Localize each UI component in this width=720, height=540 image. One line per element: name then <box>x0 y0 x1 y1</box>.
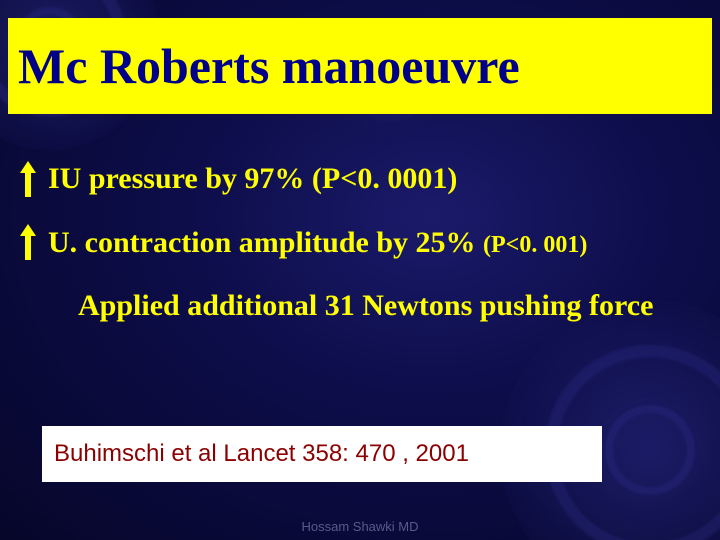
bullet-main: U. contraction amplitude by 25% <box>48 226 483 259</box>
bullet-item: U. contraction amplitude by 25% (P<0. 00… <box>18 224 708 262</box>
bullet-text: IU pressure by 97% (P<0. 0001) <box>48 160 457 198</box>
citation-box: Buhimschi et al Lancet 358: 470 , 2001 <box>42 426 602 482</box>
up-arrow-icon <box>18 161 38 197</box>
bullet-item: Applied additional 31 Newtons pushing fo… <box>18 287 708 325</box>
slide-title: Mc Roberts manoeuvre <box>18 37 520 95</box>
bullet-text: Applied additional 31 Newtons pushing fo… <box>78 287 653 325</box>
citation-text: Buhimschi et al Lancet 358: 470 , 2001 <box>54 440 469 468</box>
bullet-text: U. contraction amplitude by 25% (P<0. 00… <box>48 224 587 262</box>
bullet-list: IU pressure by 97% (P<0. 0001) U. contra… <box>18 160 708 351</box>
bullet-item: IU pressure by 97% (P<0. 0001) <box>18 160 708 198</box>
slide: Mc Roberts manoeuvre IU pressure by 97% … <box>0 0 720 540</box>
title-box: Mc Roberts manoeuvre <box>8 18 712 114</box>
up-arrow-icon <box>18 224 38 260</box>
footer-text: Hossam Shawki MD <box>0 519 720 534</box>
bullet-pvalue: (P<0. 001) <box>483 232 587 258</box>
